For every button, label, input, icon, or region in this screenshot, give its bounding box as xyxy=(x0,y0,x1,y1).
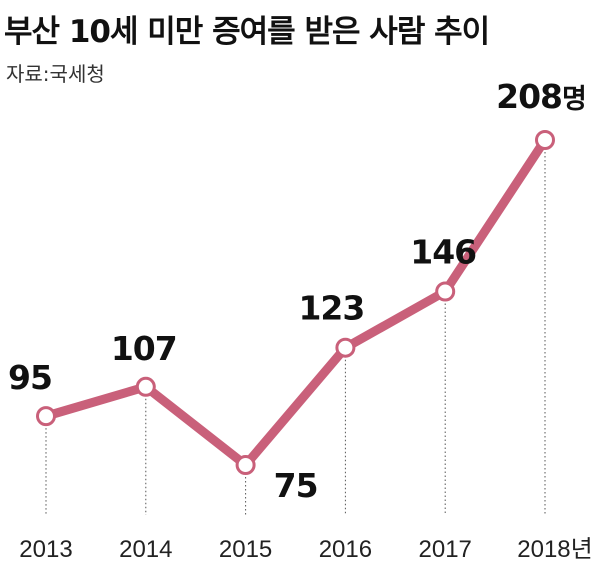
x-tick-label-2016: 2016 xyxy=(319,536,372,561)
data-label-2018: 208명 xyxy=(496,77,586,116)
data-point-2018 xyxy=(535,130,555,150)
x-tick-unit: 년 xyxy=(571,536,593,561)
data-label-2014: 107 xyxy=(111,329,177,368)
x-tick-label-2013: 2013 xyxy=(19,536,72,561)
data-label-unit: 명 xyxy=(562,84,586,115)
data-label-2015: 75 xyxy=(274,466,318,505)
x-tick-label-2014: 2014 xyxy=(119,536,172,561)
x-tick-label-2018: 2018년 xyxy=(517,536,592,561)
data-label-2016: 123 xyxy=(298,289,364,328)
chart-title: 부산 10세 미만 증여를 받은 사람 추이 xyxy=(4,14,490,50)
source-note: 자료:국세청 xyxy=(6,62,105,86)
data-point-2014 xyxy=(135,376,156,397)
data-point-2013 xyxy=(36,406,56,427)
x-tick-label-2015: 2015 xyxy=(219,536,272,561)
data-point-2016 xyxy=(335,337,356,358)
series-line xyxy=(41,135,550,470)
data-point-2015 xyxy=(235,455,256,475)
data-point-2017 xyxy=(435,281,456,302)
data-label-2013: 95 xyxy=(8,358,52,397)
x-tick-label-2017: 2017 xyxy=(419,536,472,561)
data-label-2017: 146 xyxy=(410,233,476,272)
